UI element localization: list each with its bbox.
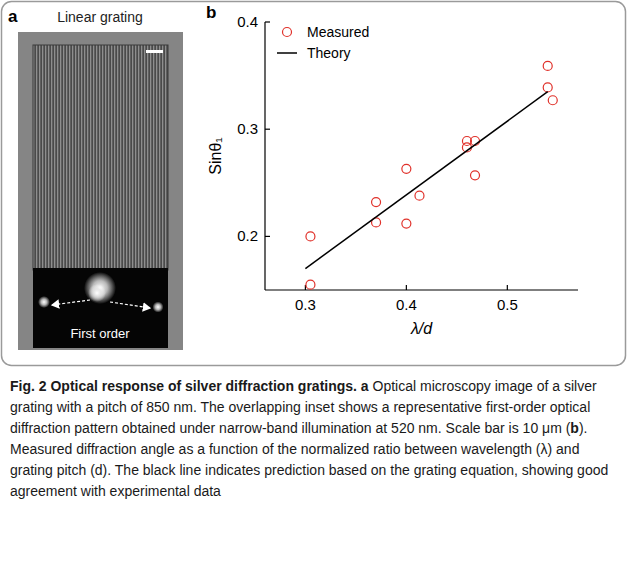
- legend-label: Measured: [307, 24, 369, 40]
- grating: [33, 45, 168, 270]
- data-point: [548, 96, 557, 105]
- zero-order-spot: [88, 284, 106, 302]
- y-tick-label: 0.3: [237, 120, 258, 137]
- caption: Fig. 2 Optical response of silver diffra…: [10, 376, 616, 502]
- plot-area: [305, 61, 557, 289]
- arrow: [110, 302, 150, 308]
- caption-panel-label: a: [361, 378, 369, 394]
- data-point: [306, 232, 315, 241]
- panel-label: a: [8, 7, 18, 26]
- theory-line: [305, 92, 547, 269]
- first-order-spot: [38, 296, 50, 308]
- y-tick: [265, 21, 270, 22]
- data-point: [415, 191, 424, 200]
- x-tick-label: 0.3: [295, 296, 316, 313]
- data-point: [471, 171, 480, 180]
- x-tick: [406, 285, 407, 290]
- y-tick-label: 0.4: [237, 13, 258, 30]
- data-point: [402, 219, 411, 228]
- scale-bar: [146, 50, 163, 53]
- legend-swatch: [277, 52, 297, 54]
- image-background: [18, 32, 183, 350]
- data-point: [306, 280, 315, 289]
- y-axis-title: Sinθ₁: [207, 137, 224, 174]
- diffraction-inset: [33, 268, 168, 348]
- panel-label: b: [206, 3, 216, 22]
- y-tick: [265, 236, 270, 237]
- arrow: [52, 300, 90, 305]
- data-point: [372, 198, 381, 207]
- y-tick-label: 0.2: [237, 227, 258, 244]
- y-tick: [265, 129, 270, 130]
- figure-frame: [2, 2, 626, 366]
- caption-panel-label: b: [570, 420, 579, 436]
- x-axis: [265, 289, 578, 290]
- x-tick: [507, 285, 508, 290]
- data-point: [543, 61, 552, 70]
- x-tick-label: 0.5: [497, 296, 518, 313]
- x-tick-label: 0.4: [396, 296, 417, 313]
- panel-title: Linear grating: [57, 9, 143, 25]
- x-axis-title: λ/d: [410, 320, 433, 337]
- zero-order-spot: [84, 272, 116, 304]
- legend-label: Theory: [307, 45, 351, 61]
- microscopy-image: [18, 32, 183, 350]
- legend: Measured Theory: [277, 24, 369, 61]
- caption-title: Fig. 2 Optical response of silver diffra…: [10, 378, 357, 394]
- legend-swatch: [283, 28, 292, 37]
- y-axis: [264, 22, 265, 290]
- inset-label: First order: [70, 326, 130, 341]
- data-point: [402, 164, 411, 173]
- first-order-spot: [153, 302, 164, 313]
- data-point: [543, 83, 552, 92]
